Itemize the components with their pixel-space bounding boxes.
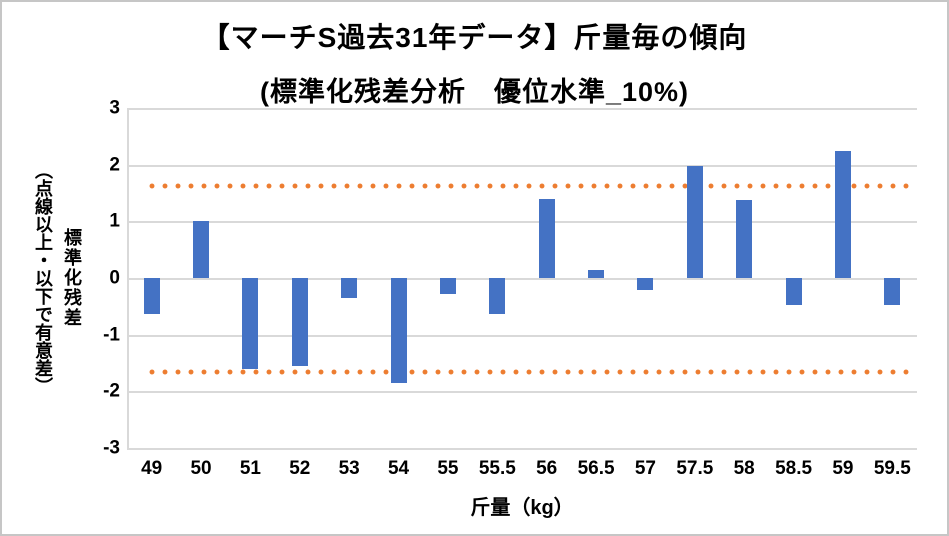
x-tick-label-55.5: 55.5 bbox=[478, 458, 516, 479]
bar-55.5kg bbox=[489, 278, 506, 314]
x-tick-label-51: 51 bbox=[239, 458, 262, 479]
bar-51kg bbox=[242, 278, 259, 370]
lower-significance-threshold-line bbox=[149, 369, 909, 376]
bar-56kg bbox=[538, 199, 555, 278]
bar-54kg bbox=[390, 278, 407, 383]
x-tick-label-59.5: 59.5 bbox=[873, 458, 911, 479]
y-tick-label--1: -1 bbox=[103, 324, 120, 346]
bar-57kg bbox=[637, 278, 654, 291]
x-tick-label-58.5: 58.5 bbox=[775, 458, 813, 479]
x-tick-label-59: 59 bbox=[832, 458, 854, 479]
y-axis-tick-labels: 3 2 1 0 -1 -2 -3 bbox=[82, 99, 120, 458]
y-tick-label--3: -3 bbox=[103, 437, 120, 459]
gridline-y-3 bbox=[127, 448, 917, 450]
bar-49kg bbox=[143, 278, 160, 314]
y-tick-label-1: 1 bbox=[109, 210, 120, 232]
bar-59kg bbox=[834, 151, 851, 278]
bar-57.5kg bbox=[686, 165, 703, 278]
x-tick-label-57.5: 57.5 bbox=[676, 458, 714, 479]
upper-significance-threshold-line bbox=[149, 182, 909, 189]
y-tick-label--2: -2 bbox=[103, 380, 120, 402]
bar-59.5kg bbox=[884, 278, 901, 305]
gridline-y0 bbox=[127, 278, 917, 280]
x-tick-label-49: 49 bbox=[141, 458, 163, 479]
y-axis-title-note: （点線以上・以下で有意差） bbox=[33, 161, 53, 395]
plot-area bbox=[127, 108, 917, 450]
y-axis-title: 標準化残差 bbox=[62, 228, 82, 328]
chart-subtitle: (標準化残差分析 優位水準_10%) bbox=[259, 77, 690, 107]
x-tick-label-53: 53 bbox=[338, 458, 360, 479]
x-tick-label-56.5: 56.5 bbox=[577, 458, 615, 479]
bar-58kg bbox=[736, 200, 753, 278]
gridline-y-1 bbox=[127, 334, 917, 337]
bar-50kg bbox=[193, 221, 210, 278]
x-tick-label-54: 54 bbox=[387, 458, 410, 479]
gridline-y1 bbox=[127, 221, 917, 224]
x-tick-label-58: 58 bbox=[733, 458, 755, 479]
y-tick-label-3: 3 bbox=[109, 97, 120, 119]
chart-title: 【マーチS過去31年データ】斤量毎の傾向 bbox=[201, 22, 748, 53]
y-tick-label-0: 0 bbox=[109, 267, 120, 289]
x-axis-title: 斤量（kg） bbox=[470, 497, 574, 519]
bar-53kg bbox=[341, 278, 358, 298]
y-tick-label-2: 2 bbox=[109, 154, 120, 176]
x-tick-label-56: 56 bbox=[536, 458, 558, 479]
x-tick-label-57: 57 bbox=[634, 458, 657, 479]
gridline-y2 bbox=[127, 164, 917, 167]
gridline-y3 bbox=[127, 108, 917, 110]
x-tick-label-52: 52 bbox=[289, 458, 311, 479]
x-tick-label-50: 50 bbox=[190, 458, 212, 479]
bar-52kg bbox=[291, 278, 308, 367]
x-axis-tick-labels: 49 50 51 52 53 54 55 55.5 56 56.5 57 57.5 58 58.5 59 59… bbox=[127, 459, 917, 483]
gridline-y-2 bbox=[127, 391, 917, 394]
bar-56.5kg bbox=[588, 269, 605, 278]
bar-55kg bbox=[439, 278, 456, 294]
x-tick-label-55: 55 bbox=[437, 458, 459, 479]
y-axis-line bbox=[127, 108, 129, 448]
bar-58.5kg bbox=[785, 278, 802, 305]
